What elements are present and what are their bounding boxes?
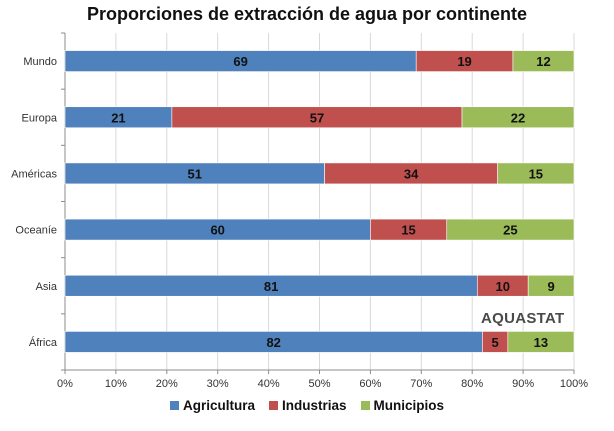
category-label: Mundo xyxy=(23,56,57,68)
x-tick-label: 0% xyxy=(57,378,73,390)
data-label: 57 xyxy=(310,110,324,125)
data-label: 9 xyxy=(547,279,554,294)
bar-segment xyxy=(446,218,575,241)
data-label: 81 xyxy=(264,279,278,294)
x-tick-label: 70% xyxy=(410,378,432,390)
data-label: 21 xyxy=(111,110,125,125)
legend-swatch xyxy=(269,401,278,410)
x-tick-label: 10% xyxy=(105,378,127,390)
aquastat-watermark: AQUASTAT xyxy=(481,310,565,327)
x-tick-label: 40% xyxy=(258,378,280,390)
legend-item: Agricultura xyxy=(169,398,255,413)
category-label: Asia xyxy=(36,281,58,293)
x-tick-label: 80% xyxy=(461,378,483,390)
category-label: Europa xyxy=(22,112,58,124)
bar-segment xyxy=(507,331,575,353)
data-label: 15 xyxy=(529,166,543,181)
chart-title: Proporciones de extracción de agua por c… xyxy=(86,4,528,24)
data-label: 22 xyxy=(511,110,525,125)
x-tick-label: 60% xyxy=(359,378,381,390)
data-label: 51 xyxy=(188,166,202,181)
legend-item: Industrias xyxy=(269,398,347,413)
legend-label: Agricultura xyxy=(182,398,255,413)
data-label: 5 xyxy=(491,335,498,350)
data-label: 13 xyxy=(534,335,548,350)
bar-segment xyxy=(527,274,575,297)
data-label: 60 xyxy=(210,223,224,238)
x-tick-label: 90% xyxy=(512,378,534,390)
x-tick-label: 30% xyxy=(207,378,229,390)
data-label: 12 xyxy=(536,54,550,69)
category-label: África xyxy=(29,336,58,349)
x-tick-label: 100% xyxy=(560,378,588,390)
bar-segment xyxy=(512,50,575,72)
data-label: 10 xyxy=(496,279,510,294)
legend-item: Municipios xyxy=(360,398,445,413)
legend-label: Municipios xyxy=(373,398,445,413)
data-label: 82 xyxy=(266,335,280,350)
data-label: 15 xyxy=(401,223,415,238)
data-label: 19 xyxy=(457,54,471,69)
bar-segment xyxy=(461,106,575,129)
legend-label: Industrias xyxy=(282,398,347,413)
category-label: Américas xyxy=(11,168,57,180)
data-label: 25 xyxy=(503,223,517,238)
data-label: 34 xyxy=(404,166,419,181)
legend-swatch xyxy=(360,401,370,410)
legend-swatch xyxy=(169,401,179,410)
x-tick-label: 20% xyxy=(156,378,178,390)
data-label: 69 xyxy=(233,54,247,69)
x-tick-label: 50% xyxy=(308,378,330,390)
bar-segment xyxy=(497,162,575,185)
chart-legend: Agricultura Industrias Municipios xyxy=(0,398,614,413)
category-label: Oceaníe xyxy=(15,225,57,237)
